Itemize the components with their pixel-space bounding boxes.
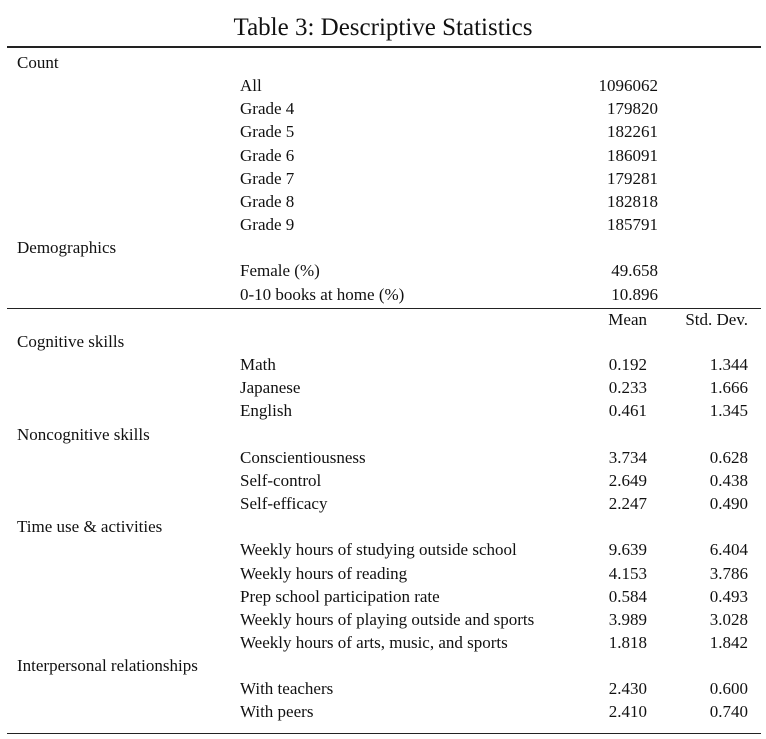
cell-value: 0.490	[709, 494, 748, 514]
row-label: Weekly hours of playing outside and spor…	[240, 609, 535, 629]
row-label: Self-control	[240, 470, 322, 490]
cell-value: 3.734	[608, 447, 647, 467]
column-header: Std. Dev.	[685, 310, 748, 329]
row-label: 0-10 books at home (%)	[240, 284, 405, 304]
row-label: English	[240, 401, 292, 421]
cell-value: 10.896	[611, 284, 658, 304]
row-label: Math	[240, 355, 276, 375]
row-label: Weekly hours of reading	[240, 563, 408, 583]
cell-value: 179820	[607, 99, 658, 119]
row-label: With peers	[240, 702, 314, 722]
row-label: Weekly hours of arts, music, and sports	[240, 632, 508, 652]
cell-value: 1.666	[709, 378, 748, 398]
section-label: Noncognitive skills	[17, 424, 150, 444]
cell-value: 0.438	[709, 470, 748, 490]
row-label: Female (%)	[240, 261, 320, 281]
top-rule	[7, 46, 761, 48]
mid-rule	[7, 308, 761, 309]
cell-value: 0.493	[709, 586, 748, 606]
row-label: Conscientiousness	[240, 447, 366, 467]
cell-value: 2.247	[608, 494, 647, 514]
row-label: Weekly hours of studying outside school	[240, 540, 517, 560]
row-label: Grade 9	[240, 215, 295, 235]
section-label: Count	[17, 53, 59, 72]
cell-value: 3.786	[709, 563, 748, 583]
cell-value: 2.430	[608, 679, 647, 699]
cell-value: 182818	[607, 191, 658, 211]
cell-value: 0.600	[709, 679, 748, 699]
cell-value: 3.989	[608, 609, 647, 629]
cell-value: 0.584	[608, 586, 647, 606]
cell-value: 1096062	[598, 76, 659, 96]
cell-value: 182261	[607, 122, 658, 142]
row-label: Grade 6	[240, 145, 295, 165]
cell-value: 179281	[607, 168, 658, 188]
row-label: Grade 4	[240, 99, 295, 119]
row-label: Prep school participation rate	[240, 586, 440, 606]
cell-value: 6.404	[709, 540, 748, 560]
column-header: Mean	[608, 310, 647, 329]
cell-value: 49.658	[611, 261, 658, 281]
section-label: Interpersonal relationships	[17, 656, 198, 676]
cell-value: 4.153	[608, 563, 647, 583]
cell-value: 0.740	[709, 702, 748, 722]
row-label: Grade 7	[240, 168, 295, 188]
cell-value: 0.461	[608, 401, 647, 421]
row-label: Grade 5	[240, 122, 295, 142]
row-label: All	[240, 76, 262, 96]
cell-value: 2.410	[608, 702, 647, 722]
row-label: Japanese	[240, 378, 301, 398]
row-label: Grade 8	[240, 191, 295, 211]
section-label: Demographics	[17, 238, 117, 258]
cell-value: 0.628	[709, 447, 748, 467]
cell-value: 9.639	[608, 540, 647, 560]
cell-value: 0.192	[608, 355, 647, 375]
row-label: Self-efficacy	[240, 494, 328, 514]
cell-value: 3.028	[709, 609, 748, 629]
cell-value: 185791	[607, 215, 658, 235]
cell-value: 186091	[607, 145, 658, 165]
table-title: Table 3: Descriptive Statistics	[233, 14, 533, 41]
cell-value: 1.842	[709, 632, 748, 652]
section-label: Time use & activities	[17, 517, 163, 537]
cell-value: 1.344	[709, 355, 748, 375]
cell-value: 2.649	[608, 470, 647, 490]
section-label: Cognitive skills	[17, 332, 125, 351]
cell-value: 1.345	[709, 401, 748, 421]
cell-value: 0.233	[608, 378, 647, 398]
bottom-rule	[7, 733, 761, 734]
row-label: With teachers	[240, 679, 334, 699]
cell-value: 1.818	[608, 632, 647, 652]
